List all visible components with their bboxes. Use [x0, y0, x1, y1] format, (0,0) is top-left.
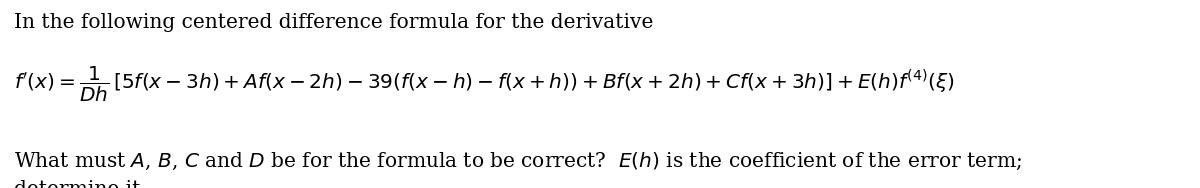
Text: In the following centered difference formula for the derivative: In the following centered difference for… — [14, 13, 654, 32]
Text: determine it.: determine it. — [14, 180, 148, 188]
Text: What must $A$, $B$, $C$ and $D$ be for the formula to be correct?  $E(h)$ is the: What must $A$, $B$, $C$ and $D$ be for t… — [14, 150, 1022, 172]
Text: $f'(x) = \dfrac{1}{Dh}\,[5f(x-3h) + Af(x-2h) - 39(f(x-h) - f(x+h)) + Bf(x+2h) + : $f'(x) = \dfrac{1}{Dh}\,[5f(x-3h) + Af(x… — [14, 65, 955, 104]
